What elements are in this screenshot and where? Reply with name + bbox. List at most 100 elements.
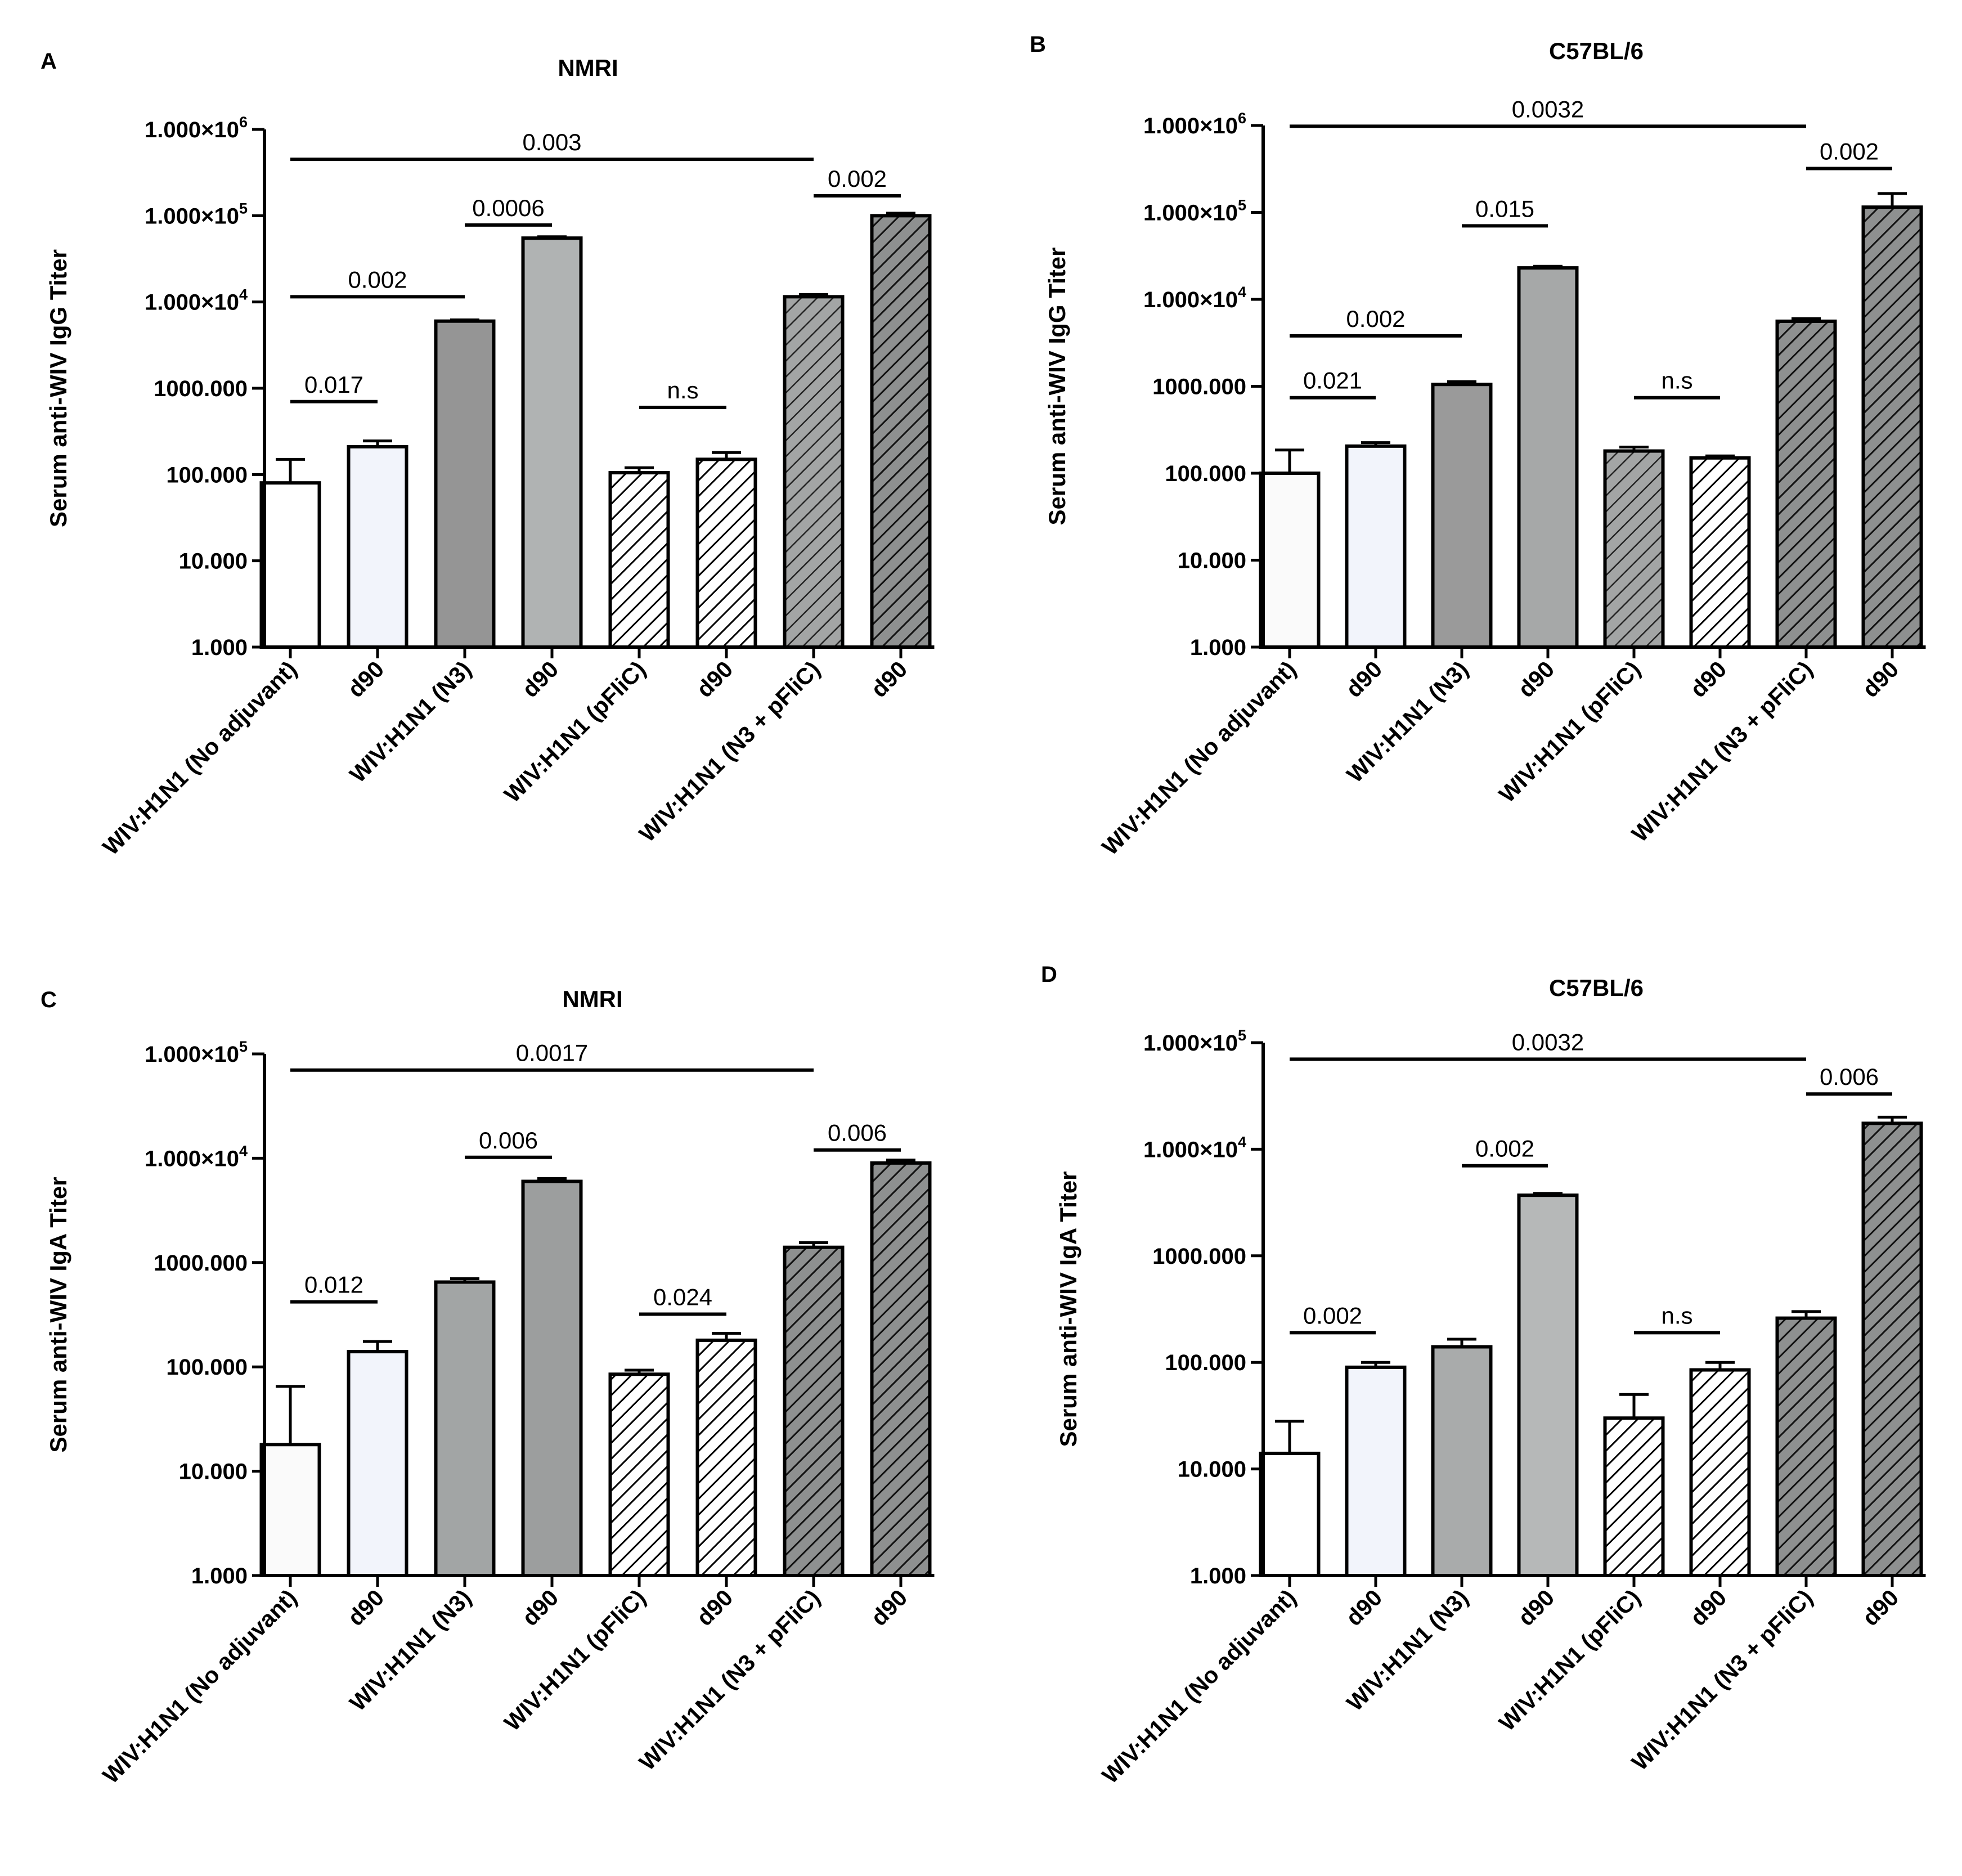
x-tick-label: d90 — [1857, 1585, 1903, 1631]
significance-bracket: 0.006 — [1806, 1063, 1892, 1096]
bar — [1517, 266, 1579, 649]
bar — [695, 1338, 757, 1578]
bar — [1689, 456, 1751, 649]
bar — [347, 445, 408, 649]
significance-bracket: 0.0006 — [465, 195, 552, 227]
p-value-label: 0.015 — [1475, 195, 1534, 222]
significance-bracket: 0.002 — [814, 165, 901, 198]
panel-letter: C — [41, 988, 57, 1012]
y-axis-label: Serum anti-WIV IgG Titer — [45, 249, 71, 527]
bar — [870, 214, 932, 649]
x-tick-label: WIV:H1N1 (pFliC) — [1494, 1585, 1645, 1736]
panel-letter: D — [1041, 962, 1057, 987]
bar — [1861, 1121, 1923, 1578]
significance-bracket: n.s — [639, 377, 726, 410]
p-value-label: 0.002 — [1303, 1302, 1362, 1329]
bar — [608, 1372, 670, 1577]
y-tick-label: 100.000 — [166, 1355, 248, 1380]
p-value-label: n.s — [667, 377, 698, 403]
p-value-label: 0.006 — [828, 1120, 887, 1146]
y-tick-label: 100.000 — [1165, 1350, 1246, 1375]
error-bar — [276, 1385, 305, 1445]
error-bar — [886, 1159, 915, 1163]
error-bar — [1275, 1420, 1304, 1453]
error-bar — [1275, 448, 1304, 473]
bar — [1259, 472, 1321, 649]
y-tick-label: 1.000 — [191, 1564, 248, 1588]
error-bar — [1447, 380, 1476, 385]
bar — [1345, 444, 1407, 649]
y-tick-label: 1000.000 — [1152, 375, 1246, 400]
error-bar — [1361, 441, 1390, 446]
chart-panel-b: B C57BL/6 Serum anti-WIV IgG Titer 1.000 10.… — [1030, 32, 1926, 860]
significance-bracket: 0.0032 — [1290, 1029, 1806, 1061]
bar — [695, 457, 757, 649]
significance-bracket: 0.002 — [1806, 138, 1892, 170]
significance-bracket: 0.003 — [290, 129, 814, 161]
p-value-label: 0.0006 — [472, 195, 544, 221]
x-tick-label: d90 — [866, 656, 912, 702]
x-tick-label: WIV:H1N1 (No adjuvant) — [1097, 1585, 1301, 1789]
y-tick-label: 10.000 — [179, 1460, 248, 1484]
bar — [1345, 1365, 1407, 1577]
x-tick-label: d90 — [1341, 1585, 1387, 1631]
error-bar — [1792, 1310, 1821, 1318]
bar — [1603, 1416, 1665, 1577]
p-value-label: 0.012 — [304, 1272, 363, 1298]
y-axis-label: Serum anti-WIV IgA Titer — [45, 1177, 71, 1452]
p-value-label: 0.002 — [1820, 138, 1879, 164]
error-bar — [712, 1331, 741, 1340]
panel-title: NMRI — [562, 986, 622, 1012]
bar — [1775, 319, 1837, 649]
y-tick-label: 1.000×105 — [145, 1038, 248, 1067]
error-bar — [1619, 1393, 1649, 1419]
y-tick-label: 1000.000 — [154, 376, 248, 401]
significance-bracket: n.s — [1634, 367, 1720, 400]
significance-bracket: 0.002 — [290, 266, 465, 299]
error-bar — [276, 457, 305, 483]
y-tick-label: 1.000×105 — [1143, 197, 1246, 226]
y-tick-label: 1.000×106 — [145, 114, 248, 142]
error-bar — [537, 235, 567, 239]
y-tick-label: 100.000 — [166, 463, 248, 487]
error-bar — [1447, 1338, 1476, 1347]
y-axis-label: Serum anti-WIV IgA Titer — [1055, 1171, 1081, 1447]
bar — [870, 1161, 932, 1578]
y-tick-label: 1.000×104 — [145, 286, 248, 315]
bar — [608, 471, 670, 649]
p-value-label: 0.0032 — [1512, 1029, 1584, 1055]
p-value-label: 0.002 — [1346, 306, 1405, 332]
significance-bracket: 0.002 — [1290, 1302, 1376, 1335]
y-tick-label: 1.000×106 — [1143, 110, 1246, 138]
y-tick-label: 10.000 — [1178, 549, 1246, 573]
bar — [1689, 1368, 1751, 1578]
chart-panel-c: C NMRI Serum anti-WIV IgA Titer 1.000 10.000… — [41, 986, 935, 1789]
p-value-label: n.s — [1661, 1302, 1692, 1329]
x-tick-label: WIV:H1N1 (N3 + pFliC) — [1627, 1585, 1817, 1775]
x-tick-label: d90 — [1341, 656, 1387, 702]
error-bar — [450, 318, 479, 321]
p-value-label: 0.006 — [1820, 1063, 1879, 1090]
panel-letter: B — [1030, 32, 1046, 57]
bar — [1517, 1193, 1579, 1577]
significance-bracket: 0.002 — [1290, 306, 1462, 338]
x-tick-label: d90 — [1685, 1585, 1731, 1631]
bar — [1861, 205, 1923, 649]
y-tick-label: 1.000×105 — [1143, 1027, 1246, 1056]
x-tick-label: d90 — [517, 1585, 563, 1631]
error-bar — [450, 1277, 479, 1282]
y-tick-label: 10.000 — [1178, 1457, 1246, 1482]
x-tick-label: d90 — [1857, 656, 1903, 702]
p-value-label: 0.0017 — [516, 1040, 588, 1066]
y-axis-label: Serum anti-WIV IgG Titer — [1044, 248, 1070, 526]
error-bar — [799, 293, 828, 297]
x-tick-label: WIV:H1N1 (No adjuvant) — [98, 1585, 302, 1789]
x-tick-label: WIV:H1N1 (pFliC) — [1494, 656, 1645, 807]
y-tick-label: 10.000 — [179, 549, 248, 574]
x-tick-label: d90 — [1513, 656, 1559, 702]
y-tick-label: 1.000×105 — [145, 200, 248, 228]
error-bar — [1705, 454, 1735, 458]
bar — [521, 1179, 583, 1577]
significance-bracket: 0.024 — [639, 1284, 726, 1316]
